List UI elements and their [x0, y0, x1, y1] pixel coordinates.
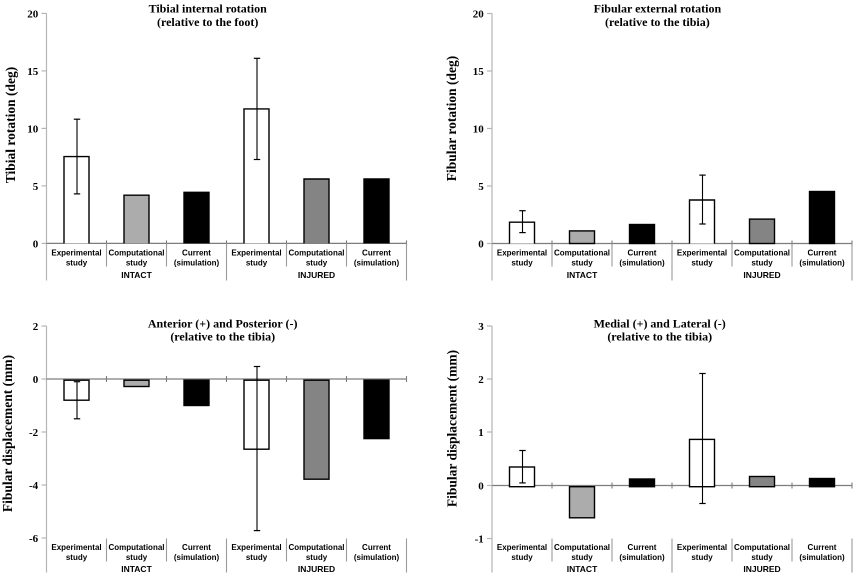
- svg-text:10: 10: [473, 123, 485, 135]
- svg-text:(simulation): (simulation): [619, 258, 665, 267]
- svg-text:Tibial internal rotation: Tibial internal rotation: [149, 1, 268, 15]
- svg-text:INJURED: INJURED: [743, 270, 780, 280]
- svg-text:study: study: [511, 553, 533, 562]
- svg-text:study: study: [691, 258, 713, 267]
- svg-text:INTACT: INTACT: [567, 270, 598, 280]
- svg-text:Experimental: Experimental: [497, 248, 547, 257]
- svg-text:(simulation): (simulation): [174, 553, 220, 562]
- svg-text:15: 15: [473, 66, 485, 78]
- svg-text:study: study: [66, 258, 88, 267]
- svg-text:2: 2: [33, 321, 39, 333]
- svg-text:Fibular rotation (deg): Fibular rotation (deg): [444, 56, 459, 182]
- svg-text:study: study: [571, 258, 593, 267]
- svg-text:(relative to the tibia): (relative to the tibia): [607, 330, 712, 344]
- svg-text:10: 10: [27, 123, 39, 135]
- svg-text:INTACT: INTACT: [567, 564, 598, 574]
- svg-text:INTACT: INTACT: [121, 564, 152, 574]
- svg-text:Computational: Computational: [289, 543, 345, 552]
- svg-text:3: 3: [478, 321, 484, 333]
- svg-text:Fibular displacement (mm): Fibular displacement (mm): [445, 350, 460, 507]
- svg-text:2: 2: [478, 374, 484, 386]
- svg-text:(simulation): (simulation): [799, 553, 845, 562]
- svg-text:Fibular external rotation: Fibular external rotation: [594, 1, 722, 15]
- svg-text:study: study: [751, 553, 773, 562]
- svg-text:Computational: Computational: [734, 543, 790, 552]
- svg-text:20: 20: [473, 8, 485, 20]
- svg-text:Current: Current: [362, 543, 391, 552]
- svg-text:Experimental: Experimental: [497, 543, 547, 552]
- svg-text:Experimental: Experimental: [51, 248, 101, 257]
- svg-text:-6: -6: [29, 533, 39, 545]
- svg-text:study: study: [751, 258, 773, 267]
- svg-text:0: 0: [478, 480, 484, 492]
- svg-text:Experimental: Experimental: [51, 543, 101, 552]
- svg-text:(relative to the tibia): (relative to the tibia): [605, 15, 710, 29]
- svg-text:Experimental: Experimental: [677, 248, 727, 257]
- svg-text:study: study: [126, 258, 148, 267]
- svg-text:INTACT: INTACT: [121, 270, 152, 280]
- svg-text:INJURED: INJURED: [298, 564, 335, 574]
- svg-text:20: 20: [27, 8, 39, 20]
- svg-text:Computational: Computational: [554, 543, 610, 552]
- svg-text:Current: Current: [362, 248, 391, 257]
- svg-text:Fibular displacement (mm): Fibular displacement (mm): [0, 355, 15, 512]
- svg-text:study: study: [511, 258, 533, 267]
- svg-text:-2: -2: [29, 427, 39, 439]
- svg-text:Computational: Computational: [289, 248, 345, 257]
- svg-text:study: study: [571, 553, 593, 562]
- svg-text:Computational: Computational: [109, 248, 165, 257]
- svg-text:0: 0: [478, 238, 484, 250]
- svg-text:Current: Current: [182, 248, 211, 257]
- svg-text:5: 5: [33, 181, 39, 193]
- svg-text:Tibial rotation (deg): Tibial rotation (deg): [3, 67, 18, 184]
- svg-text:(simulation): (simulation): [799, 258, 845, 267]
- svg-text:1: 1: [478, 427, 484, 439]
- svg-text:(simulation): (simulation): [354, 553, 400, 562]
- svg-text:INJURED: INJURED: [743, 564, 780, 574]
- svg-text:Experimental: Experimental: [231, 543, 281, 552]
- svg-text:Current: Current: [182, 543, 211, 552]
- svg-text:(relative to the foot): (relative to the foot): [157, 15, 258, 29]
- svg-text:Computational: Computational: [109, 543, 165, 552]
- svg-text:(relative to the tibia): (relative to the tibia): [170, 330, 275, 344]
- svg-text:Computational: Computational: [554, 248, 610, 257]
- svg-text:study: study: [126, 553, 148, 562]
- svg-text:0: 0: [33, 238, 39, 250]
- svg-text:study: study: [306, 258, 328, 267]
- svg-text:(simulation): (simulation): [354, 258, 400, 267]
- svg-text:study: study: [306, 553, 328, 562]
- svg-text:(simulation): (simulation): [174, 258, 220, 267]
- svg-text:Anterior (+) and Posterior (-): Anterior (+) and Posterior (-): [148, 316, 298, 330]
- svg-text:Current: Current: [628, 543, 657, 552]
- svg-text:INJURED: INJURED: [298, 270, 335, 280]
- svg-text:study: study: [691, 553, 713, 562]
- svg-text:Current: Current: [628, 248, 657, 257]
- svg-text:Computational: Computational: [734, 248, 790, 257]
- svg-text:study: study: [246, 258, 268, 267]
- svg-text:Experimental: Experimental: [677, 543, 727, 552]
- svg-text:0: 0: [33, 374, 39, 386]
- svg-text:5: 5: [478, 181, 484, 193]
- svg-text:Medial (+) and Lateral (-): Medial (+) and Lateral (-): [594, 316, 726, 330]
- svg-text:Current: Current: [808, 248, 837, 257]
- svg-text:Experimental: Experimental: [231, 248, 281, 257]
- svg-text:-1: -1: [475, 533, 484, 545]
- svg-text:-4: -4: [29, 480, 39, 492]
- svg-text:15: 15: [27, 66, 39, 78]
- svg-text:study: study: [246, 553, 268, 562]
- svg-text:(simulation): (simulation): [619, 553, 665, 562]
- svg-text:Current: Current: [808, 543, 837, 552]
- svg-text:study: study: [66, 553, 88, 562]
